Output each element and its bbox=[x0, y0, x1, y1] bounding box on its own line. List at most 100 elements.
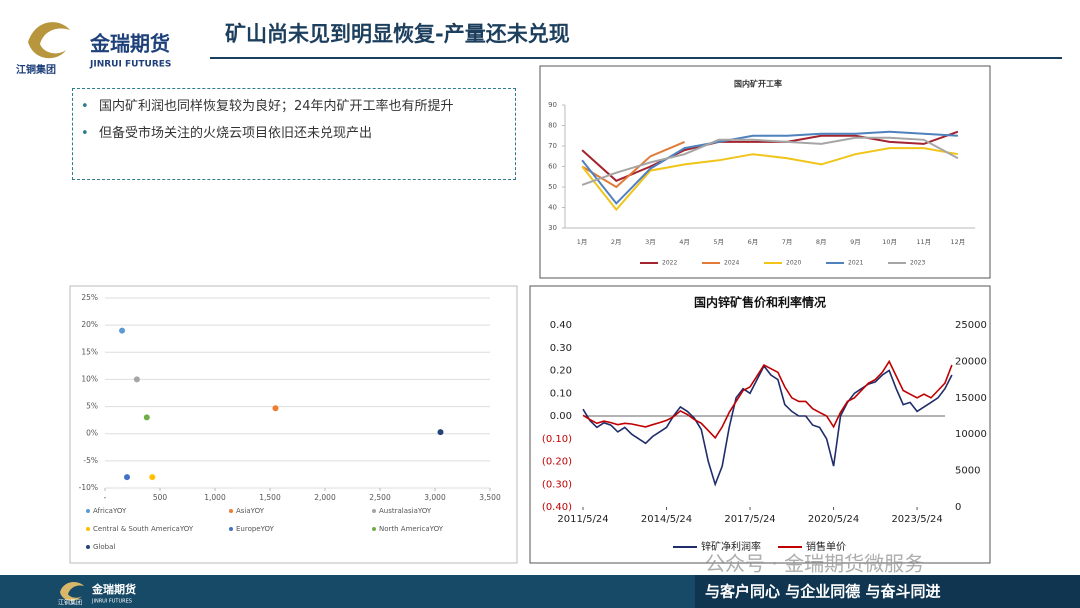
legend-label: AustralasiaYOY bbox=[379, 507, 432, 515]
legend-label: Global bbox=[93, 543, 115, 551]
y-tick-label: 90 bbox=[548, 101, 557, 109]
footer-logo-name: 金瑞期货 bbox=[91, 582, 136, 596]
legend-label: 锌矿净利润率 bbox=[701, 540, 761, 553]
logo-group: 江铜集团 bbox=[16, 63, 56, 76]
x-tick-label: 3,500 bbox=[479, 493, 501, 502]
x-tick-label: 6月 bbox=[748, 238, 759, 246]
chart-frame bbox=[539, 65, 991, 279]
y2-tick-label: 10000 bbox=[955, 429, 987, 440]
x-tick-label: 1月 bbox=[577, 238, 588, 246]
scatter-point bbox=[149, 474, 156, 481]
x-tick-label: 11月 bbox=[916, 238, 931, 246]
x-tick-label: 3,000 bbox=[424, 493, 446, 502]
line-series bbox=[581, 136, 959, 186]
y-tick-label: 5% bbox=[86, 402, 98, 411]
legend-swatch bbox=[229, 509, 233, 513]
watermark: 公众号 · 金瑞期货微服务 bbox=[705, 552, 924, 576]
chart-title: 国内锌矿售价和利率情况 bbox=[694, 295, 826, 310]
y-tick-label: 0.20 bbox=[550, 366, 572, 377]
logo-en: JINRUI FUTURES bbox=[89, 60, 171, 70]
x-tick-label: 4月 bbox=[679, 238, 690, 246]
line-series bbox=[581, 130, 958, 205]
x-tick-label: - bbox=[104, 493, 107, 502]
y-tick-label: (0.10) bbox=[542, 434, 572, 445]
logo-box bbox=[10, 10, 206, 82]
legend-label: 2024 bbox=[724, 260, 739, 267]
y-tick-label: 80 bbox=[548, 122, 557, 130]
footer-logo-en: JINRUI FUTURES bbox=[91, 599, 132, 605]
line-series bbox=[581, 130, 959, 182]
y-tick-label: 15% bbox=[81, 347, 98, 356]
x-tick-label: 2023/5/24 bbox=[891, 514, 942, 525]
x-tick-label: 2011/5/24 bbox=[557, 514, 608, 525]
chart-frame bbox=[69, 285, 518, 564]
y-tick-label: -5% bbox=[83, 456, 98, 465]
y2-tick-label: 25000 bbox=[955, 320, 987, 331]
x-tick-label: 2014/5/24 bbox=[641, 514, 692, 525]
y-tick-label: 0% bbox=[86, 429, 98, 438]
chart-title: 国内矿开工率 bbox=[734, 79, 782, 89]
y-tick-label: 0.30 bbox=[550, 343, 572, 354]
y2-tick-label: 15000 bbox=[955, 393, 987, 404]
y-tick-label: 25% bbox=[81, 293, 98, 302]
bullet: 但备受市场关注的火烧云项目依旧还未兑现产出 bbox=[81, 120, 507, 147]
slide-title: 矿山尚未见到明显恢复-产量还未兑现 bbox=[225, 22, 570, 46]
scatter-point bbox=[124, 474, 130, 481]
logo-name: 金瑞期货 bbox=[89, 32, 170, 56]
x-tick-label: 5月 bbox=[713, 238, 724, 246]
legend-label: AfricaYOY bbox=[93, 507, 127, 515]
x-tick-label: 12月 bbox=[951, 238, 966, 246]
y-tick-label: 0.00 bbox=[550, 411, 572, 422]
legend-label: EuropeYOY bbox=[236, 525, 275, 533]
legend-swatch bbox=[86, 545, 90, 549]
x-tick-label: 1,500 bbox=[259, 493, 281, 502]
footer-slogan-box bbox=[695, 575, 1080, 608]
x-tick-label: 7月 bbox=[782, 238, 793, 246]
x-tick-label: 2月 bbox=[611, 238, 622, 246]
x-tick-label: 10月 bbox=[882, 238, 897, 246]
x-tick-label: 9月 bbox=[850, 238, 861, 246]
y-tick-label: 0.40 bbox=[550, 320, 572, 331]
footer-slogan: 与客户同心 与企业同德 与奋斗同进 bbox=[705, 583, 940, 601]
x-tick-label: 2020/5/24 bbox=[808, 514, 859, 525]
line-series bbox=[581, 140, 685, 189]
footer-logo-group: 江铜集团 bbox=[58, 599, 82, 607]
y-tick-label: (0.30) bbox=[542, 479, 572, 490]
y-tick-label: -10% bbox=[79, 483, 98, 492]
x-tick-label: 3月 bbox=[645, 238, 656, 246]
y-tick-label: 20% bbox=[81, 320, 98, 329]
y2-tick-label: 5000 bbox=[955, 466, 980, 477]
line-series bbox=[582, 364, 953, 487]
x-tick-label: 8月 bbox=[816, 238, 827, 246]
y-tick-label: 40 bbox=[548, 204, 557, 212]
y2-tick-label: 0 bbox=[955, 502, 961, 513]
scatter-point bbox=[143, 414, 150, 421]
bullet-box: 国内矿利润也同样恢复较为良好；24年内矿开工率也有所提升 但备受市场关注的火烧云… bbox=[72, 88, 516, 180]
x-tick-label: 1,000 bbox=[204, 493, 226, 502]
legend-label: 2020 bbox=[786, 260, 801, 267]
legend-label: North AmericaYOY bbox=[379, 525, 444, 533]
legend-label: AsiaYOY bbox=[236, 507, 265, 515]
legend-label: 2022 bbox=[662, 260, 677, 267]
y-tick-label: 10% bbox=[81, 374, 98, 383]
line-series bbox=[582, 359, 953, 440]
scatter-point bbox=[133, 376, 140, 383]
legend-label: Central & South AmericaYOY bbox=[93, 525, 194, 533]
y-tick-label: (0.40) bbox=[542, 502, 572, 513]
y2-tick-label: 20000 bbox=[955, 356, 987, 367]
scatter-point bbox=[119, 327, 126, 334]
legend-swatch bbox=[86, 527, 90, 531]
line-series bbox=[581, 147, 959, 212]
x-tick-label: 500 bbox=[153, 493, 168, 502]
legend-swatch bbox=[86, 509, 90, 513]
legend-swatch bbox=[372, 509, 376, 513]
y-tick-label: 60 bbox=[548, 163, 557, 171]
bullet: 国内矿利润也同样恢复较为良好；24年内矿开工率也有所提升 bbox=[81, 93, 507, 120]
scatter-point bbox=[272, 405, 279, 412]
x-tick-label: 2,000 bbox=[314, 493, 336, 502]
y-tick-label: 50 bbox=[548, 183, 557, 191]
legend-swatch bbox=[372, 527, 376, 531]
y-tick-label: 70 bbox=[548, 142, 557, 150]
